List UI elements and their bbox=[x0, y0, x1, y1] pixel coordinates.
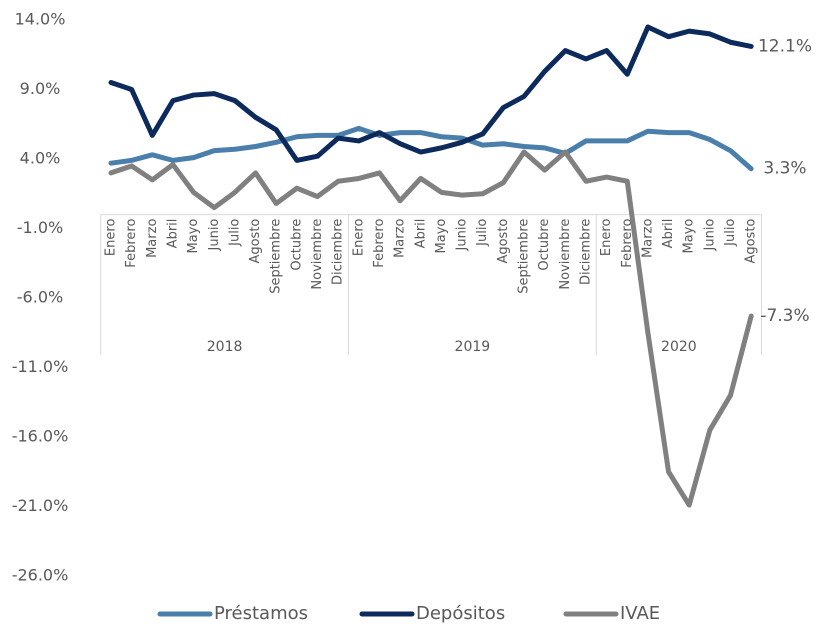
y-tick-label: -16.0% bbox=[12, 427, 69, 446]
x-tick-label: Marzo bbox=[640, 219, 655, 258]
y-tick-label: -26.0% bbox=[12, 566, 69, 585]
x-tick-label: Julio bbox=[475, 219, 490, 247]
x-tick-label: Septiembre bbox=[269, 219, 284, 294]
year-label: 2020 bbox=[661, 339, 697, 355]
series-line bbox=[108, 24, 754, 163]
y-tick-label: 14.0% bbox=[15, 10, 66, 29]
x-tick-label: Agosto bbox=[248, 219, 263, 264]
y-tick-label: -6.0% bbox=[17, 288, 63, 307]
value-label: -7.3% bbox=[760, 306, 809, 326]
x-tick-label: Marzo bbox=[393, 219, 408, 258]
x-tick-label: Junio bbox=[207, 219, 222, 252]
y-tick-label: 9.0% bbox=[20, 79, 61, 98]
x-tick-label: Mayo bbox=[434, 219, 449, 254]
x-tick-label: Febrero bbox=[372, 219, 387, 268]
y-tick-label: -21.0% bbox=[12, 496, 69, 515]
y-tick-label: 4.0% bbox=[20, 149, 61, 168]
x-tick-label: Septiembre bbox=[517, 219, 532, 294]
y-tick-label: -11.0% bbox=[12, 357, 69, 376]
x-tick-label: Octubre bbox=[289, 219, 304, 271]
x-tick-label: Diciembre bbox=[578, 219, 593, 285]
year-label: 2018 bbox=[207, 339, 243, 355]
x-tick-label: Enero bbox=[599, 219, 614, 257]
x-tick-label: Mayo bbox=[186, 219, 201, 254]
x-tick-label: Enero bbox=[104, 219, 119, 257]
x-tick-label: Abril bbox=[661, 219, 676, 249]
legend-label: IVAE bbox=[620, 603, 660, 624]
x-tick-label: Julio bbox=[723, 219, 738, 247]
x-tick-label: Noviembre bbox=[558, 219, 573, 290]
value-label: 12.1% bbox=[758, 36, 812, 56]
value-label: 3.3% bbox=[763, 159, 806, 179]
x-tick-label: Noviembre bbox=[310, 219, 325, 290]
x-tick-label: Enero bbox=[351, 219, 366, 257]
x-tick-label: Agosto bbox=[496, 219, 511, 264]
y-tick-label: -1.0% bbox=[17, 218, 63, 237]
x-tick-label: Mayo bbox=[682, 219, 697, 254]
x-tick-label: Abril bbox=[165, 219, 180, 249]
x-tick-label: Octubre bbox=[537, 219, 552, 271]
legend-label: Préstamos bbox=[214, 603, 308, 624]
x-tick-label: Febrero bbox=[124, 219, 139, 268]
legend-label: Depósitos bbox=[416, 603, 505, 624]
x-tick-label: Agosto bbox=[744, 219, 759, 264]
year-label: 2019 bbox=[455, 339, 491, 355]
x-tick-label: Diciembre bbox=[331, 219, 346, 285]
x-tick-label: Julio bbox=[227, 219, 242, 247]
series-line bbox=[108, 149, 754, 508]
x-tick-label: Abril bbox=[413, 219, 428, 249]
x-tick-label: Febrero bbox=[620, 219, 635, 268]
x-tick-label: Junio bbox=[702, 219, 717, 252]
series-line bbox=[108, 125, 754, 172]
x-tick-label: Marzo bbox=[145, 219, 160, 258]
x-tick-label: Junio bbox=[455, 219, 470, 252]
